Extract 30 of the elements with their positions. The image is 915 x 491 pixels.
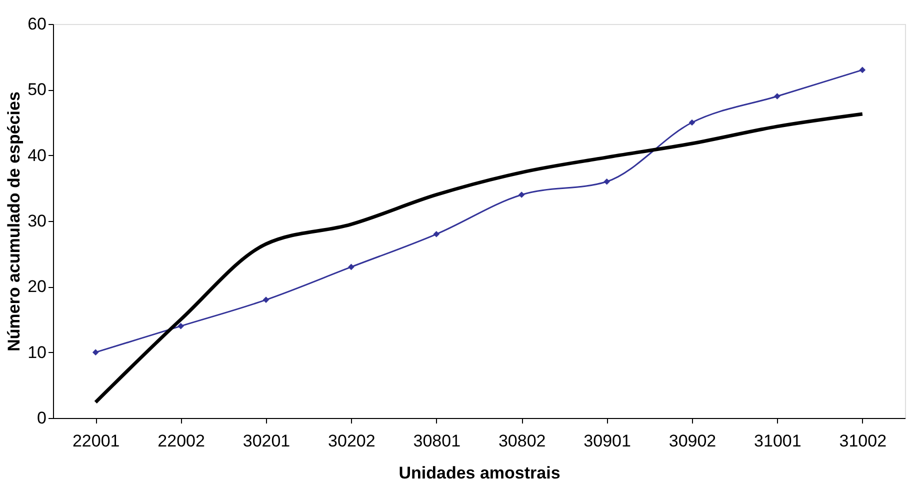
- y-tick-label: 20: [28, 277, 46, 296]
- point: [348, 264, 354, 270]
- line-series: [94, 112, 864, 404]
- x-tick-label: 30902: [668, 432, 716, 450]
- x-axis-title: Unidades amostrais: [398, 464, 560, 482]
- point: [433, 230, 440, 238]
- point: [92, 349, 99, 356]
- point: [178, 322, 184, 330]
- y-tick-label: 30: [28, 212, 46, 230]
- x-tick-label: 30802: [498, 432, 546, 450]
- x-tick-label: 31001: [754, 432, 802, 450]
- x-tick-label: 30201: [242, 432, 290, 450]
- y-tick-label: 60: [28, 14, 46, 34]
- y-tick-label: 50: [28, 80, 46, 100]
- y-axis-title: Número acumulado de espécies: [4, 92, 24, 352]
- y-tick-label: 10: [28, 342, 46, 362]
- x-tick-label: 30901: [584, 432, 631, 450]
- y-tick-label: 0: [37, 408, 46, 428]
- point: [688, 119, 696, 126]
- x-tick-label: 22001: [72, 432, 120, 450]
- x-tick-label: 22002: [158, 432, 205, 450]
- point: [518, 192, 525, 198]
- point: [859, 66, 866, 74]
- point: [774, 93, 780, 100]
- point: [262, 296, 270, 303]
- x-tick-label: 31002: [839, 432, 887, 450]
- point: [604, 178, 610, 185]
- y-tick-label: 40: [28, 146, 46, 165]
- x-tick-label: 30801: [413, 432, 461, 450]
- x-tick-label: 30202: [328, 432, 376, 450]
